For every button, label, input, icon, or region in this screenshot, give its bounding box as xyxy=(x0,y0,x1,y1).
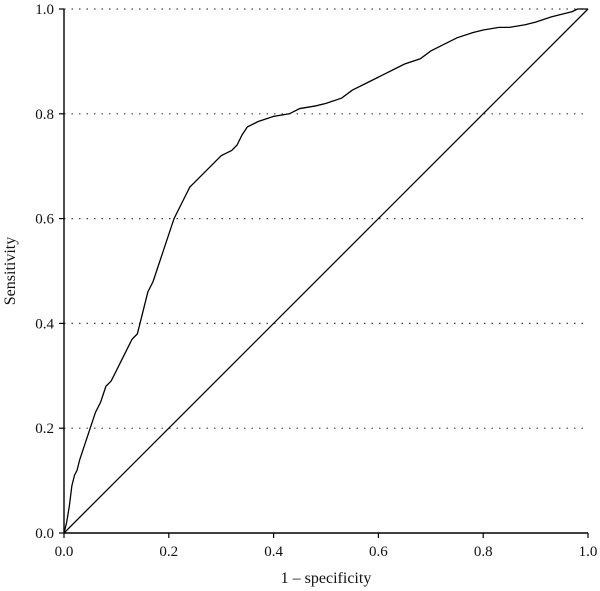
roc-curve-line xyxy=(63,8,588,534)
y-tick-label: 1.0 xyxy=(35,2,54,18)
grid-lines xyxy=(64,8,588,429)
y-axis-title: Sensitivity xyxy=(2,237,19,305)
y-tick-label: 0.2 xyxy=(35,421,54,437)
y-tick-label: 0.4 xyxy=(35,316,54,332)
x-tick-label: 0.6 xyxy=(369,544,388,560)
x-tick-label: 0.2 xyxy=(159,544,178,560)
y-tick-label: 0.6 xyxy=(35,212,54,228)
x-tick-label: 0.4 xyxy=(264,544,283,560)
x-axis-title: 1 – specificity xyxy=(281,570,372,587)
axes xyxy=(63,9,588,534)
y-tick-label: 0.8 xyxy=(35,107,54,123)
x-tick-label: 0.0 xyxy=(55,544,74,560)
y-tick-label: 0.0 xyxy=(35,526,54,542)
x-tick-label: 1.0 xyxy=(579,544,598,560)
x-tick-label: 0.8 xyxy=(474,544,493,560)
series xyxy=(63,8,589,534)
reference-diagonal-line xyxy=(63,8,589,534)
tick-labels: 0.0 0.2 0.4 0.6 0.8 1.0 0.0 0.2 0.4 0.6 0.8 1.0 xyxy=(35,2,597,560)
